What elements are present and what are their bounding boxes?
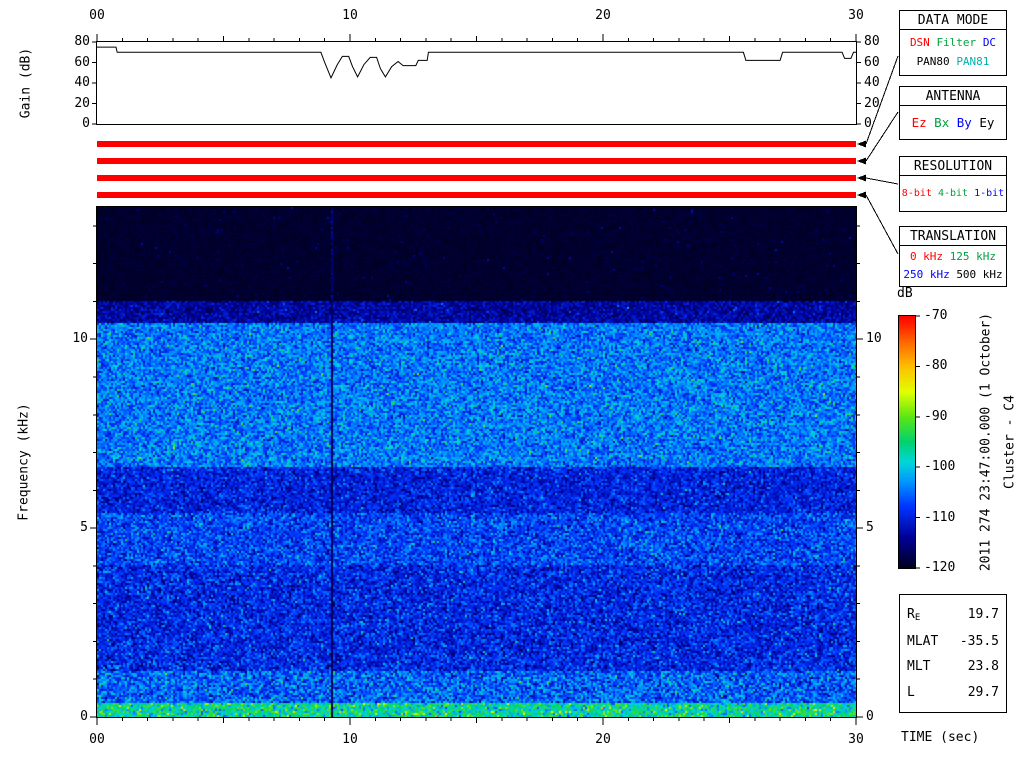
status-bar-antenna [97,158,856,164]
gain-tick-label-right: 20 [864,95,880,111]
translation-option: 500 kHz [956,267,1003,281]
time-tick-label-top: 30 [848,8,864,23]
ephemeris-label: L [907,684,915,700]
status-bar-resolution [97,175,856,181]
translation-option: 250 kHz [903,267,950,281]
ephemeris-value: 29.7 [967,684,999,700]
time-axis-title: TIME (sec) [901,730,980,745]
ephemeris-value: 19.7 [967,607,999,623]
data-mode-values: DSN Filter DC PAN80 PAN81 [900,30,1006,75]
colorbar-tick-label: -110 [924,509,956,525]
freq-tick-label-left: 0 [80,709,88,724]
freq-tick-label-left: 5 [80,520,88,536]
ephemeris-value: 23.8 [967,659,999,675]
resolution-panel: RESOLUTION 8-bit 4-bit 1-bit [899,156,1007,212]
ephemeris-panel: RE 19.7 MLAT -35.5 MLT 23.8 L 29.7 [899,594,1007,713]
data-mode-option: PAN80 [916,54,950,68]
spacecraft-label: Cluster - C4 [1002,395,1018,489]
ephemeris-row: MLT 23.8 [900,659,1006,674]
colorbar-canvas [899,316,915,568]
resolution-option: 1-bit [974,188,1005,199]
translation-option-row: 0 kHz 125 kHz [910,251,996,263]
antenna-option: Bx [934,114,950,130]
freq-tick-label-left: 10 [72,331,88,347]
gain-tick-label-right: 40 [864,75,880,90]
time-tick-label-bottom: 10 [342,732,358,747]
resolution-option: 8-bit [901,188,932,199]
time-tick-label-bottom: 00 [89,732,105,747]
ephemeris-label: MLAT [907,633,939,649]
data-mode-panel: DATA MODE DSN Filter DC PAN80 PAN81 [899,10,1007,76]
data-mode-option: PAN81 [956,54,990,68]
translation-panel: TRANSLATION 0 kHz 125 kHz 250 kHz 500 kHz [899,226,1007,287]
time-tick-label-top: 20 [595,8,611,23]
antenna-values: Ez Bx By Ey [900,106,1006,139]
gain-trace [97,46,856,80]
time-tick-label-top: 00 [89,8,105,23]
colorbar-tick-label: -120 [924,560,956,575]
resolution-title: RESOLUTION [900,157,1006,176]
translation-values: 0 kHz 125 kHz 250 kHz 500 kHz [900,246,1006,286]
status-bar-translation [97,192,856,198]
translation-option: 0 kHz [909,250,944,264]
gain-tick-label-left: 20 [74,95,90,111]
gain-axis-title: Gain (dB) [18,47,34,119]
freq-tick-label-right: 10 [866,331,882,347]
ephemeris-label: RE [907,607,921,624]
data-mode-option-row: DSN Filter DC [909,35,997,49]
data-mode-option: Filter [936,35,977,49]
resolution-option-row: 8-bit 4-bit 1-bit [902,188,1004,199]
ephemeris-row: MLAT -35.5 [900,634,1006,649]
gain-plot-panel [96,41,857,125]
ephemeris-row: RE 19.7 [900,607,1006,623]
translation-option: 125 kHz [949,250,997,264]
gain-tick-label-right: 80 [864,34,880,49]
colorbar-units-label: dB [897,286,913,301]
antenna-option: Ey [979,114,995,130]
gain-tick-label-right: 0 [864,116,872,131]
antenna-option: Ez [911,114,927,130]
gain-tick-label-left: 60 [74,54,90,70]
gain-tick-label-left: 0 [82,116,90,131]
gain-tick-label-left: 80 [74,34,90,49]
ephemeris-value: -35.5 [959,633,999,649]
time-tick-label-top: 10 [342,8,358,23]
antenna-option: By [956,114,972,130]
antenna-title: ANTENNA [900,87,1006,106]
antenna-panel: ANTENNA Ez Bx By Ey [899,86,1007,140]
colorbar-tick-label: -90 [924,408,948,424]
gain-line-chart [97,46,856,80]
data-mode-title: DATA MODE [900,11,1006,30]
colorbar [898,315,916,569]
data-mode-option: DSN [909,35,930,49]
colorbar-tick-label: -70 [924,308,948,323]
frequency-axis-title: Frequency (kHz) [16,403,32,521]
data-mode-option: DC [982,35,997,49]
status-bar-data-mode [97,141,856,147]
translation-option-row: 250 kHz 500 kHz [903,267,1003,281]
ephemeris-label: MLT [907,659,931,675]
translation-title: TRANSLATION [900,227,1006,246]
ephemeris-row: L 29.7 [900,685,1006,700]
gain-tick-label-left: 40 [74,75,90,90]
freq-tick-label-right: 5 [866,520,874,536]
resolution-values: 8-bit 4-bit 1-bit [900,176,1006,211]
time-tick-label-bottom: 20 [595,732,611,747]
colorbar-tick-label: -100 [924,459,956,475]
antenna-option-row: Ez Bx By Ey [911,114,995,130]
spectrogram-panel [96,206,857,718]
resolution-option: 4-bit [937,188,969,199]
time-tick-label-bottom: 30 [848,732,864,747]
gain-tick-label-right: 60 [864,54,880,70]
spectrogram-canvas [97,207,856,717]
freq-tick-label-right: 0 [866,709,874,724]
data-mode-option-row: PAN80 PAN81 [916,54,990,68]
colorbar-tick-label: -80 [924,358,948,374]
timestamp-label: 2011 274 23:47:00.000 (1 October) [978,312,994,572]
